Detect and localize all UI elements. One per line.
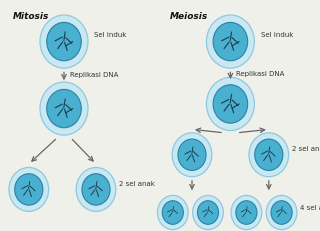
Text: 2 sel anak: 2 sel anak — [119, 181, 155, 187]
Ellipse shape — [206, 77, 254, 131]
Ellipse shape — [40, 15, 88, 68]
Ellipse shape — [82, 174, 110, 205]
Text: Sel induk: Sel induk — [261, 32, 293, 38]
Ellipse shape — [266, 195, 297, 230]
Ellipse shape — [178, 139, 206, 170]
Text: Meiosis: Meiosis — [170, 12, 208, 21]
Text: 4 sel anak: 4 sel anak — [300, 205, 320, 211]
Ellipse shape — [231, 195, 262, 230]
Ellipse shape — [197, 201, 219, 224]
Text: Sel induk: Sel induk — [94, 32, 127, 38]
Text: Replikasi DNA: Replikasi DNA — [70, 72, 118, 78]
Ellipse shape — [15, 174, 43, 205]
Ellipse shape — [40, 82, 88, 135]
Ellipse shape — [236, 201, 257, 224]
Ellipse shape — [47, 89, 81, 128]
Ellipse shape — [157, 195, 188, 230]
Text: Replikasi DNA: Replikasi DNA — [236, 71, 284, 77]
Text: Mitosis: Mitosis — [13, 12, 49, 21]
Ellipse shape — [271, 201, 292, 224]
Ellipse shape — [47, 22, 81, 61]
Ellipse shape — [76, 167, 116, 211]
Text: 2 sel anak: 2 sel anak — [292, 146, 320, 152]
Ellipse shape — [193, 195, 223, 230]
Ellipse shape — [9, 167, 49, 211]
Ellipse shape — [213, 85, 248, 123]
Ellipse shape — [162, 201, 183, 224]
Ellipse shape — [249, 133, 289, 177]
Ellipse shape — [213, 22, 248, 61]
Ellipse shape — [172, 133, 212, 177]
Ellipse shape — [206, 15, 254, 68]
Ellipse shape — [255, 139, 283, 170]
